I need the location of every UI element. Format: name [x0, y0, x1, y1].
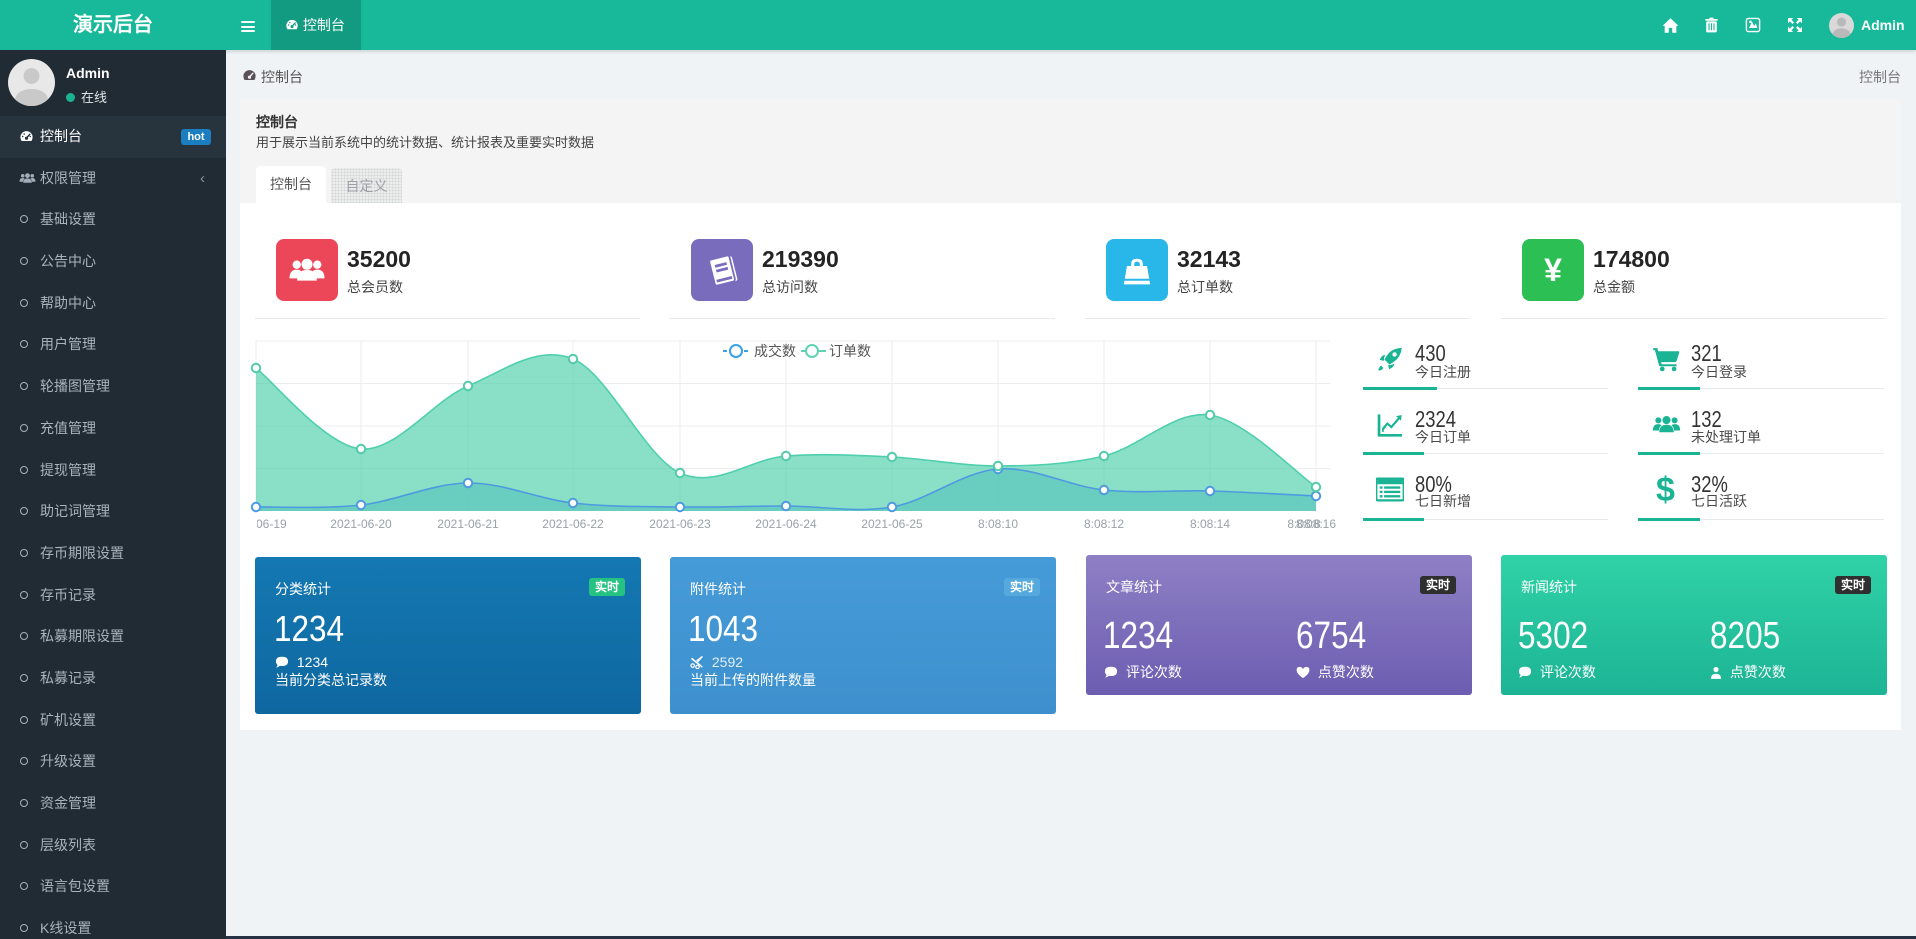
svg-text:8:08:16: 8:08:16	[1296, 517, 1336, 531]
svg-text:成交数: 成交数	[754, 343, 796, 359]
svg-text:8:08:10: 8:08:10	[978, 517, 1018, 531]
svg-text:2021-06-23: 2021-06-23	[649, 517, 711, 531]
svg-text:8:08:8: 8:08:8	[1287, 517, 1321, 531]
svg-text:2021-06-21: 2021-06-21	[437, 517, 499, 531]
svg-text:2021-06-22: 2021-06-22	[542, 517, 604, 531]
svg-text:8:08:12: 8:08:12	[1084, 517, 1124, 531]
svg-text:2021-06-19: 2021-06-19	[240, 517, 287, 531]
svg-text:2021-06-25: 2021-06-25	[861, 517, 923, 531]
svg-text:2021-06-24: 2021-06-24	[755, 517, 817, 531]
svg-text:订单数: 订单数	[829, 343, 871, 359]
svg-text:8:08:14: 8:08:14	[1190, 517, 1230, 531]
svg-text:2021-06-20: 2021-06-20	[330, 517, 392, 531]
